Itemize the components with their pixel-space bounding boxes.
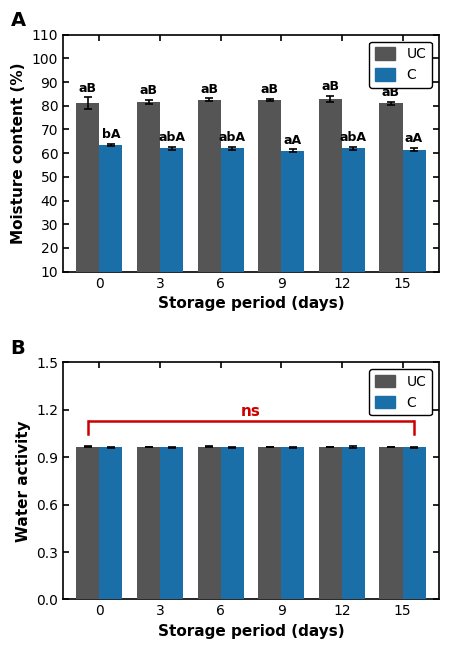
Bar <box>99 145 122 295</box>
Text: aB: aB <box>200 83 218 96</box>
Text: aB: aB <box>261 83 279 96</box>
Bar <box>160 148 183 295</box>
Text: aB: aB <box>321 80 339 93</box>
X-axis label: Storage period (days): Storage period (days) <box>158 296 344 311</box>
Bar <box>342 447 365 599</box>
Text: abA: abA <box>219 131 246 144</box>
Bar <box>319 447 342 599</box>
Text: aB: aB <box>382 86 400 99</box>
Bar <box>319 99 342 295</box>
Text: bA: bA <box>102 128 120 141</box>
Bar <box>137 447 160 599</box>
Legend: UC, C: UC, C <box>369 42 432 88</box>
Bar <box>402 150 426 295</box>
Bar <box>220 447 244 599</box>
Bar <box>281 151 304 295</box>
Y-axis label: Moisture content (%): Moisture content (%) <box>11 62 26 244</box>
Bar <box>379 103 402 295</box>
Text: A: A <box>10 11 26 30</box>
Bar <box>198 100 220 295</box>
Text: ns: ns <box>241 404 261 419</box>
Bar <box>379 447 402 599</box>
Bar <box>99 447 122 599</box>
Bar <box>402 447 426 599</box>
Bar <box>281 447 304 599</box>
Text: abA: abA <box>158 131 185 144</box>
Bar <box>258 447 281 599</box>
Bar <box>76 103 99 295</box>
Text: aB: aB <box>140 84 158 98</box>
X-axis label: Storage period (days): Storage period (days) <box>158 624 344 639</box>
Bar <box>137 102 160 295</box>
Bar <box>258 100 281 295</box>
Bar <box>220 148 244 295</box>
Legend: UC, C: UC, C <box>369 369 432 415</box>
Bar <box>342 148 365 295</box>
Text: B: B <box>10 339 25 358</box>
Bar <box>160 447 183 599</box>
Text: aB: aB <box>79 82 97 95</box>
Bar <box>198 447 220 599</box>
Text: aA: aA <box>405 133 423 146</box>
Text: abA: abA <box>340 131 367 144</box>
Bar <box>76 447 99 599</box>
Y-axis label: Water activity: Water activity <box>16 420 31 541</box>
Text: aA: aA <box>284 133 302 146</box>
